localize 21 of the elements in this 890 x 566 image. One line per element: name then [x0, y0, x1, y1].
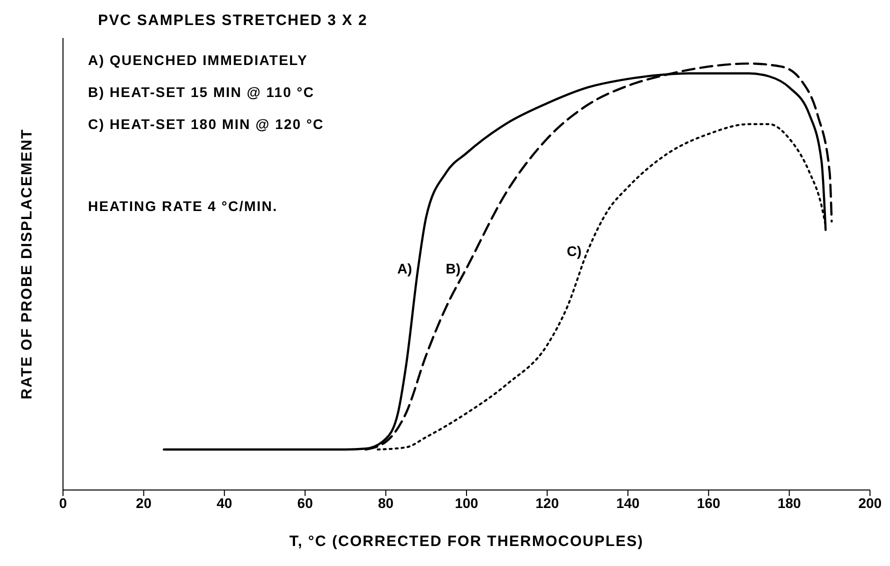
x-tick-label: 60: [297, 494, 314, 511]
series-label: C): [566, 243, 582, 260]
series-label: B): [446, 260, 460, 276]
annotation: HEATING RATE 4 °C/MIN.: [88, 198, 278, 214]
x-tick-label: 40: [216, 494, 232, 511]
annotation: B) HEAT-SET 15 MIN @ 110 °C: [88, 84, 314, 100]
x-tick-label: 200: [858, 494, 882, 511]
x-tick-label: 80: [378, 494, 394, 511]
x-tick-label: 100: [454, 494, 478, 511]
x-tick-label: 180: [778, 494, 802, 511]
x-tick-label: 140: [616, 494, 640, 511]
x-axis-title: T, °C (CORRECTED FOR THERMOCOUPLES): [289, 533, 644, 550]
series-label: A): [397, 260, 412, 276]
y-axis-title: RATE OF PROBE DISPLACEMENT: [18, 128, 36, 400]
x-tick-label: 120: [536, 494, 560, 511]
annotation: A) QUENCHED IMMEDIATELY: [88, 52, 308, 68]
annotation: C) HEAT-SET 180 MIN @ 120 °C: [88, 116, 324, 132]
chart-title: PVC SAMPLES STRETCHED 3 X 2: [98, 12, 368, 29]
x-tick-label: 20: [136, 494, 152, 511]
x-tick-label: 160: [696, 494, 720, 511]
x-tick-label: 0: [59, 494, 68, 511]
